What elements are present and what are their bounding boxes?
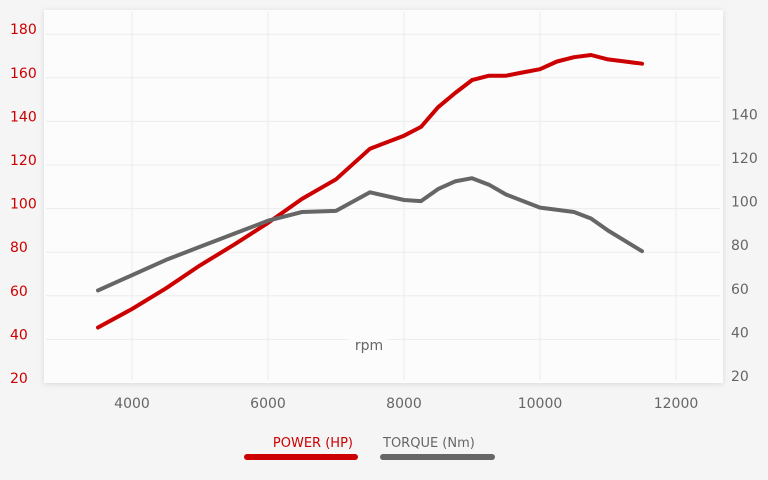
x-axis-label: rpm bbox=[355, 338, 383, 354]
x-tick-label: 12000 bbox=[654, 396, 699, 412]
x-tick-label: 10000 bbox=[518, 396, 563, 412]
legend-item-power[interactable]: POWER (HP) bbox=[244, 436, 358, 460]
left-y-tick-label: 80 bbox=[10, 240, 28, 256]
right-y-tick-label: 60 bbox=[731, 282, 749, 298]
left-y-tick-label: 120 bbox=[10, 153, 37, 169]
series-line-power bbox=[96, 53, 644, 330]
right-y-tick-label: 120 bbox=[731, 151, 758, 167]
xlabel-background bbox=[348, 334, 388, 356]
axis-ticks: 4000 6000 8000 10000 12000 20 40 60 80 100 120 140 1… bbox=[10, 22, 758, 412]
right-y-tick-label: 140 bbox=[731, 107, 758, 123]
left-y-tick-label: 160 bbox=[10, 66, 37, 82]
left-y-tick-label: 140 bbox=[10, 109, 37, 125]
legend-item-torque[interactable]: TORQUE (Nm) bbox=[380, 436, 495, 460]
left-y-tick-label: 20 bbox=[10, 371, 28, 387]
x-tick-label: 8000 bbox=[386, 396, 422, 412]
x-tick-label: 6000 bbox=[250, 396, 286, 412]
right-y-tick-label: 40 bbox=[731, 325, 749, 341]
grid bbox=[46, 12, 720, 380]
legend: POWER (HP) TORQUE (Nm) bbox=[244, 436, 495, 460]
right-y-tick-label: 100 bbox=[731, 195, 758, 211]
left-y-tick-label: 40 bbox=[10, 327, 28, 343]
series-lines bbox=[96, 53, 644, 330]
legend-label: TORQUE (Nm) bbox=[382, 436, 475, 451]
x-tick-label: 4000 bbox=[114, 396, 150, 412]
legend-label: POWER (HP) bbox=[273, 436, 353, 451]
right-y-tick-label: 80 bbox=[731, 238, 749, 254]
right-y-tick-label: 20 bbox=[731, 369, 749, 385]
left-y-tick-label: 100 bbox=[10, 197, 37, 213]
left-y-tick-label: 60 bbox=[10, 284, 28, 300]
left-y-tick-label: 180 bbox=[10, 22, 37, 38]
